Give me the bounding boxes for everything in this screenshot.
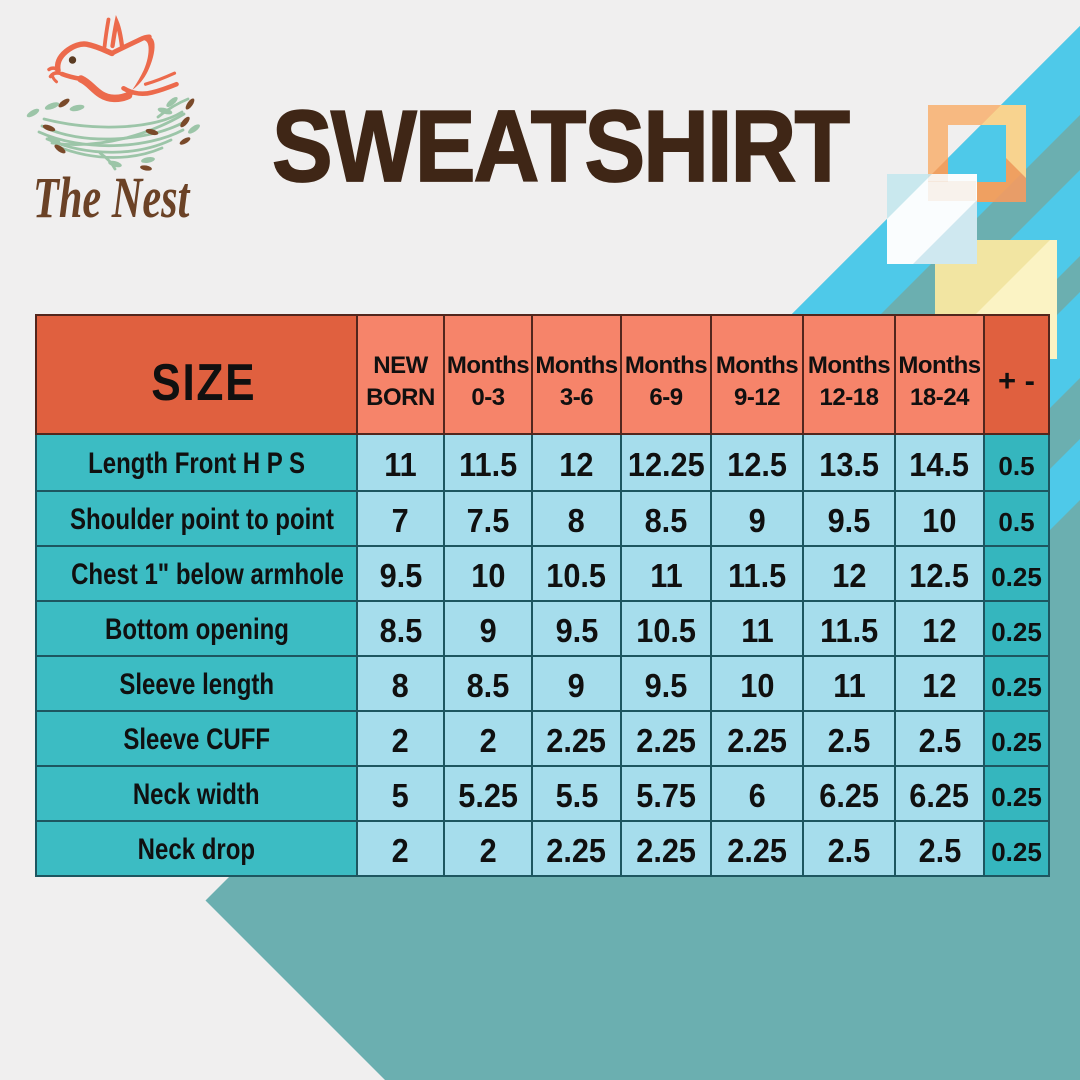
svg-text:The Nest: The Nest [33,166,191,230]
